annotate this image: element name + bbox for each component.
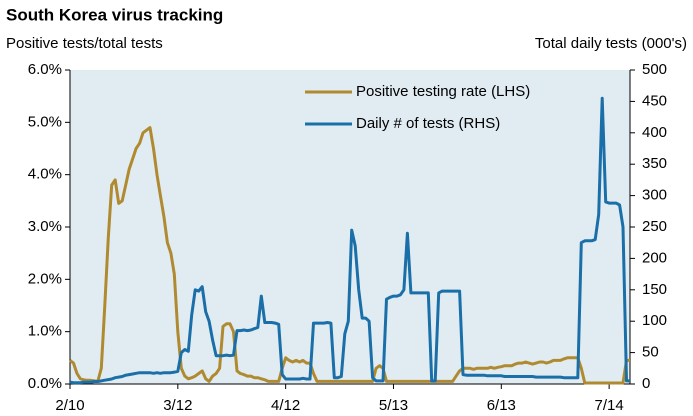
x-tick-label: 6/13	[487, 397, 516, 414]
series-line	[69, 126, 630, 385]
x-tick-label: 2/10	[55, 397, 84, 414]
y2-axis-label: Total daily tests (000's)	[535, 35, 687, 52]
y-tick-label: 1.0%	[28, 323, 62, 340]
y-tick-label: 2.0%	[28, 270, 62, 287]
y2-tick-label: 200	[642, 249, 667, 266]
legend-label: Positive testing rate (LHS)	[356, 83, 530, 100]
y2-tick-label: 350	[642, 155, 667, 172]
y-tick-label: 4.0%	[28, 166, 62, 183]
y-tick-label: 5.0%	[28, 113, 62, 130]
y2-tick-label: 100	[642, 312, 667, 329]
chart-title: South Korea virus tracking	[6, 5, 223, 24]
plot-area	[70, 70, 630, 384]
series-line	[69, 96, 630, 385]
x-tick-label: 4/12	[271, 397, 300, 414]
y2-tick-label: 400	[642, 124, 667, 141]
y-tick-label: 3.0%	[28, 218, 62, 235]
y-tick-label: 0.0%	[28, 375, 62, 392]
y-tick-label: 6.0%	[28, 61, 62, 78]
y2-tick-label: 50	[642, 344, 659, 361]
x-tick-label: 7/14	[595, 397, 624, 414]
y2-tick-label: 450	[642, 92, 667, 109]
y2-tick-label: 150	[642, 281, 667, 298]
x-tick-label: 3/12	[163, 397, 192, 414]
y-axis-label: Positive tests/total tests	[6, 35, 163, 52]
y2-tick-label: 0	[642, 375, 650, 392]
y2-tick-label: 500	[642, 61, 667, 78]
x-tick-label: 5/13	[379, 397, 408, 414]
y2-tick-label: 300	[642, 187, 667, 204]
legend-label: Daily # of tests (RHS)	[356, 115, 500, 132]
y2-tick-label: 250	[642, 218, 667, 235]
